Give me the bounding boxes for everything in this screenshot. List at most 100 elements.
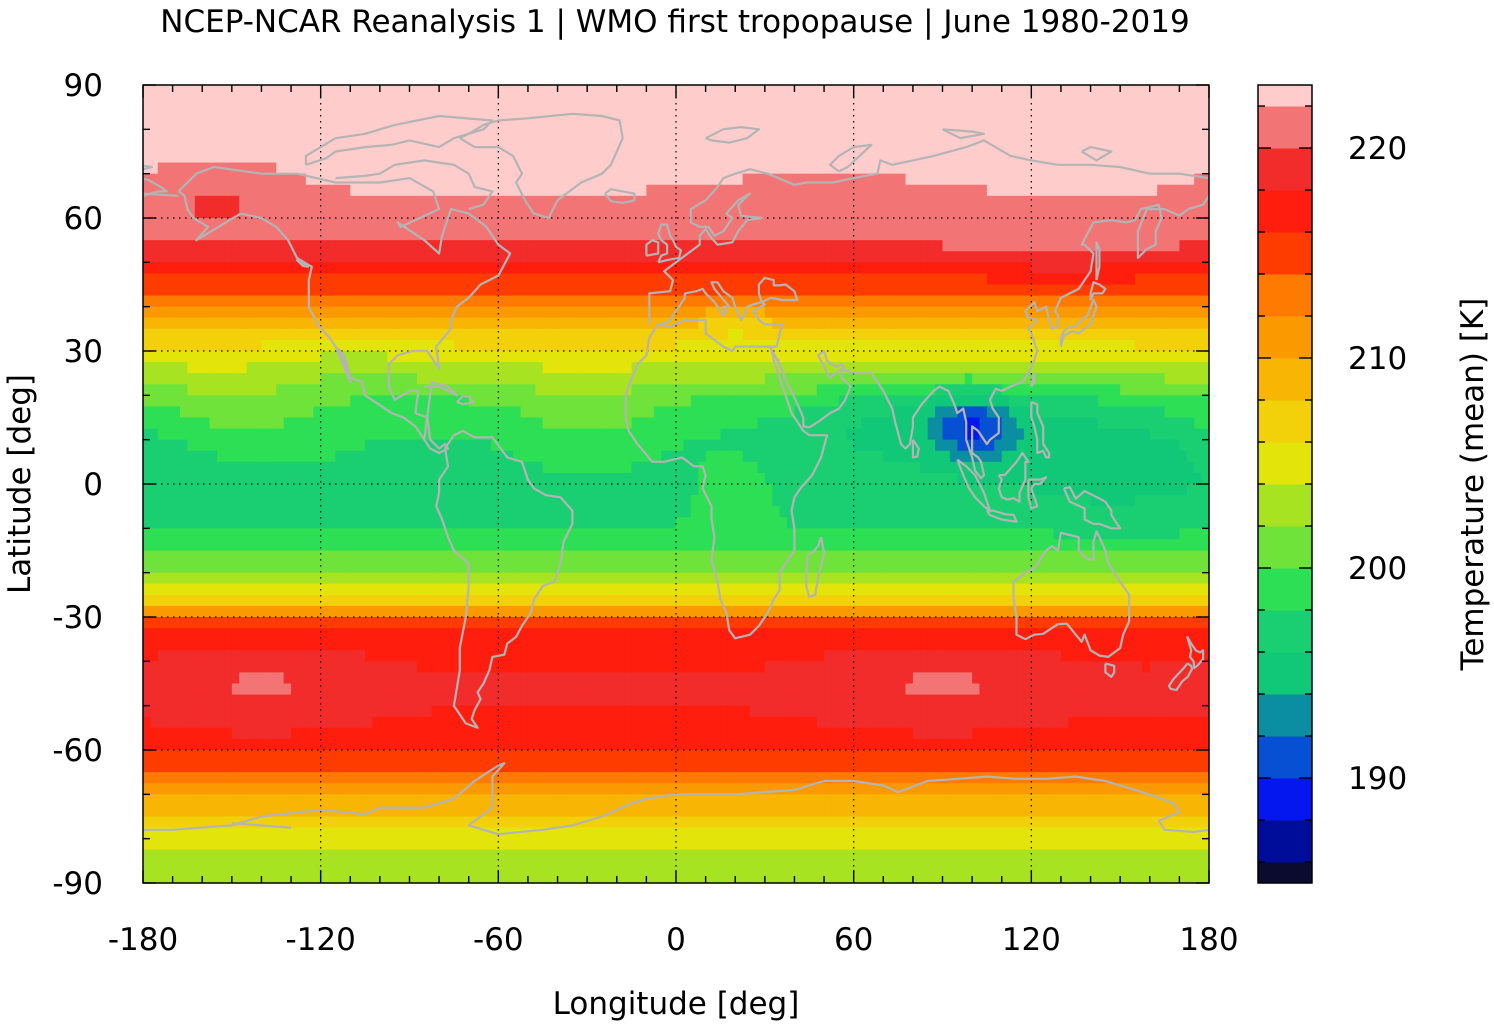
heatmap-cell [394, 195, 403, 208]
heatmap-cell [875, 129, 884, 142]
heatmap-cell [853, 373, 862, 385]
heatmap-cell [402, 129, 411, 142]
heatmap-cell [801, 373, 810, 385]
heatmap-cell [498, 85, 507, 97]
heatmap-cell [261, 151, 270, 164]
heatmap-cell [779, 262, 788, 275]
heatmap-cell [838, 417, 847, 430]
heatmap-cell [609, 461, 618, 474]
heatmap-cell [535, 206, 544, 219]
heatmap-cell [1134, 85, 1143, 97]
heatmap-cell [180, 262, 189, 275]
heatmap-cell [187, 406, 196, 419]
heatmap-cell [416, 85, 425, 97]
heatmap-cell [994, 251, 1003, 263]
heatmap-cell [476, 450, 485, 463]
heatmap-cell [468, 184, 477, 197]
heatmap-cell [542, 173, 551, 186]
heatmap-cell [1053, 362, 1062, 374]
heatmap-cell [920, 229, 929, 241]
heatmap-cell [809, 151, 818, 164]
heatmap-cell [631, 417, 640, 430]
heatmap-cell [402, 373, 411, 385]
heatmap-cell [557, 417, 566, 430]
heatmap-cell [350, 351, 359, 363]
heatmap-cell [1142, 129, 1151, 142]
heatmap-cell [683, 284, 692, 297]
heatmap-cell [868, 373, 877, 385]
heatmap-cell [676, 317, 684, 330]
heatmap-cell [979, 406, 988, 419]
heatmap-cell [994, 129, 1003, 142]
heatmap-cell [513, 406, 522, 419]
heatmap-cell [550, 107, 559, 119]
heatmap-cell [490, 362, 499, 374]
heatmap-cell [972, 295, 981, 308]
heatmap-cell [1179, 151, 1188, 164]
heatmap-cell [1097, 395, 1106, 408]
heatmap-cell [794, 96, 803, 108]
heatmap-cell [890, 140, 899, 153]
heatmap-cell [1142, 417, 1151, 430]
heatmap-cell [431, 184, 440, 197]
heatmap-cell [698, 417, 707, 430]
heatmap-cell [468, 96, 477, 108]
heatmap-cell [579, 206, 588, 219]
heatmap-cell [335, 251, 344, 263]
heatmap-cell [180, 206, 189, 219]
heatmap-cell [527, 218, 536, 230]
heatmap-cell [1009, 373, 1018, 385]
heatmap-cell [1016, 262, 1025, 275]
heatmap-cell [1105, 118, 1114, 130]
heatmap-cell [1090, 118, 1099, 130]
heatmap-cell [527, 406, 536, 419]
heatmap-cell [498, 107, 507, 119]
heatmap-cell [165, 339, 174, 352]
heatmap-cell [1023, 339, 1032, 352]
heatmap-cell [254, 262, 263, 275]
heatmap-cell [461, 184, 470, 197]
heatmap-cell [935, 262, 944, 275]
heatmap-cell [357, 251, 366, 263]
heatmap-cell [912, 240, 921, 252]
heatmap-cell [157, 339, 166, 352]
heatmap-cell [898, 306, 907, 319]
heatmap-cell [542, 295, 551, 308]
heatmap-cell [690, 85, 699, 97]
heatmap-cell [431, 317, 440, 330]
heatmap-cell [209, 129, 218, 142]
heatmap-cell [609, 384, 618, 396]
heatmap-cell [601, 140, 610, 153]
heatmap-cell [202, 129, 211, 142]
heatmap-cell [1023, 240, 1032, 252]
heatmap-cell [505, 417, 514, 430]
heatmap-cell [431, 384, 440, 396]
heatmap-cell [276, 118, 285, 130]
heatmap-cell [1075, 428, 1084, 441]
heatmap-cell [1046, 362, 1055, 374]
heatmap-cell [653, 251, 662, 263]
heatmap-cell [202, 373, 211, 385]
heatmap-cell [409, 428, 418, 441]
heatmap-cell [1090, 450, 1099, 463]
heatmap-cell [335, 240, 344, 252]
heatmap-cell [727, 173, 736, 186]
heatmap-cell [320, 140, 329, 153]
heatmap-cell [979, 317, 988, 330]
heatmap-cell [365, 351, 374, 363]
heatmap-cell [320, 107, 329, 119]
heatmap-cell [676, 107, 684, 119]
heatmap-cell [1105, 140, 1114, 153]
heatmap-cell [587, 284, 596, 297]
heatmap-cell [379, 229, 388, 241]
heatmap-cell [787, 184, 796, 197]
heatmap-cell [838, 85, 847, 97]
heatmap-cell [742, 151, 751, 164]
heatmap-cell [816, 96, 825, 108]
heatmap-cell [683, 184, 692, 197]
heatmap-cell [498, 96, 507, 108]
heatmap-cell [1097, 96, 1106, 108]
heatmap-cell [276, 384, 285, 396]
heatmap-cell [1149, 184, 1158, 197]
heatmap-cell [387, 162, 396, 175]
